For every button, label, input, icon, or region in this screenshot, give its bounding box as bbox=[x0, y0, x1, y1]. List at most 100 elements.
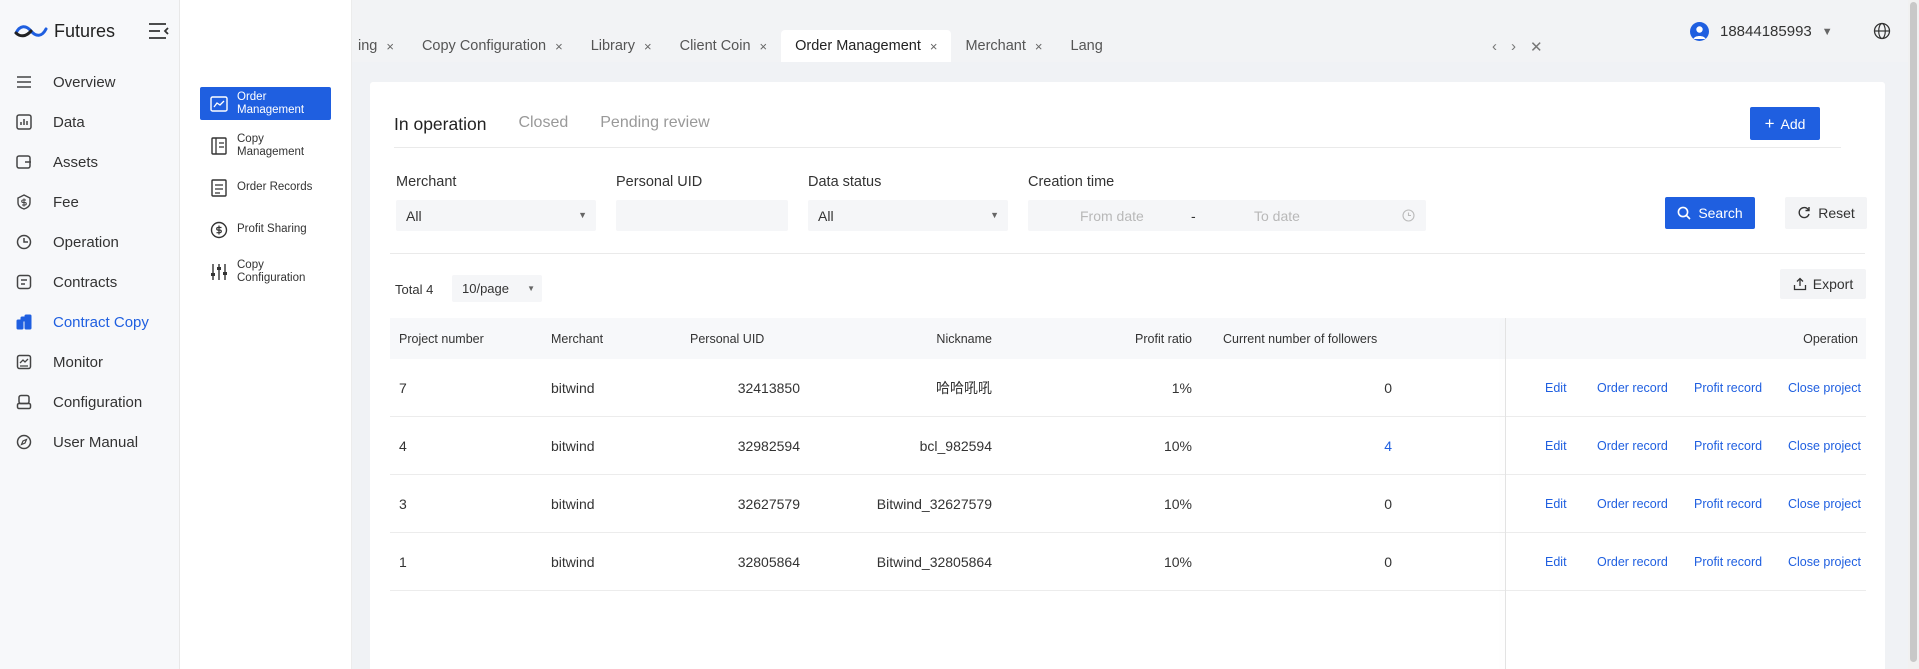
edit-link[interactable]: Edit bbox=[1545, 380, 1567, 395]
scrollbar-thumb[interactable] bbox=[1910, 2, 1917, 662]
search-icon bbox=[1677, 206, 1691, 220]
cell-profit-ratio: 10% bbox=[1163, 495, 1192, 512]
fixed-column-shadow bbox=[1505, 318, 1506, 669]
sidebar-item-data[interactable]: Data bbox=[0, 102, 179, 142]
cell-personal-uid: 32982594 bbox=[737, 437, 800, 454]
cell-followers-link[interactable]: 4 bbox=[1384, 437, 1392, 454]
cell-project-number: 4 bbox=[399, 437, 407, 454]
tab-order-management[interactable]: Order Management × bbox=[781, 30, 952, 62]
monitor-icon bbox=[15, 353, 33, 371]
from-date-input[interactable]: From date bbox=[1080, 207, 1144, 224]
chevron-down-icon: ▼ bbox=[527, 284, 535, 293]
submenu-item-copy-configuration[interactable]: Copy Configuration bbox=[200, 255, 331, 288]
menu-collapse-icon[interactable] bbox=[148, 22, 170, 40]
chevron-left-icon[interactable]: ‹ bbox=[1492, 38, 1497, 55]
close-all-icon[interactable]: ✕ bbox=[1530, 39, 1543, 56]
close-icon[interactable]: × bbox=[386, 38, 394, 54]
avatar bbox=[1690, 22, 1709, 41]
status-tabs: In operation Closed Pending review bbox=[394, 114, 710, 135]
tab-controls: ‹ › ✕ bbox=[1492, 38, 1543, 56]
tab-ing[interactable]: ing × bbox=[352, 30, 408, 62]
close-project-link[interactable]: Close project bbox=[1788, 380, 1861, 395]
tab-label: Copy Configuration bbox=[421, 38, 547, 54]
caret-down-icon: ▼ bbox=[1821, 25, 1833, 38]
close-icon[interactable]: × bbox=[555, 38, 563, 54]
profit-record-link[interactable]: Profit record bbox=[1694, 380, 1763, 395]
page-size-select[interactable]: 10/page ▼ bbox=[452, 275, 542, 302]
globe-icon[interactable] bbox=[1873, 22, 1891, 40]
merchant-label: Merchant bbox=[396, 174, 457, 190]
date-separator: - bbox=[1191, 207, 1196, 224]
sidebar-item-operation[interactable]: Operation bbox=[0, 222, 179, 262]
order-record-link[interactable]: Order record bbox=[1597, 380, 1668, 395]
close-icon[interactable]: × bbox=[644, 38, 652, 54]
submenu-item-order-management[interactable]: Order Management bbox=[200, 87, 331, 120]
sidebar-item-user-manual[interactable]: User Manual bbox=[0, 422, 179, 462]
export-label: Export bbox=[1812, 276, 1854, 292]
sidebar-item-label: Overview bbox=[53, 73, 116, 91]
profit-record-link[interactable]: Profit record bbox=[1694, 496, 1763, 511]
copy-management-icon bbox=[210, 136, 228, 155]
edit-link[interactable]: Edit bbox=[1545, 496, 1567, 511]
close-icon[interactable]: × bbox=[1034, 38, 1043, 54]
cell-personal-uid: 32805864 bbox=[737, 553, 800, 570]
edit-link[interactable]: Edit bbox=[1545, 554, 1567, 569]
order-record-link[interactable]: Order record bbox=[1597, 438, 1668, 453]
tab-lang[interactable]: Lang bbox=[1057, 30, 1117, 62]
header-merchant: Merchant bbox=[551, 331, 604, 346]
tab-pending-review[interactable]: Pending review bbox=[600, 114, 710, 131]
edit-link[interactable]: Edit bbox=[1545, 438, 1567, 453]
cell-profit-ratio: 10% bbox=[1163, 553, 1192, 570]
tab-client-coin[interactable]: Client Coin × bbox=[666, 30, 782, 62]
search-button[interactable]: Search bbox=[1665, 197, 1755, 229]
sidebar-item-contracts[interactable]: Contracts bbox=[0, 262, 179, 302]
search-label: Search bbox=[1698, 205, 1743, 221]
tab-library[interactable]: Library × bbox=[577, 30, 666, 62]
header-nickname: Nickname bbox=[936, 331, 992, 346]
cell-followers: 0 bbox=[1384, 495, 1392, 512]
tab-copy-configuration[interactable]: Copy Configuration × bbox=[408, 30, 577, 62]
submenu-item-profit-sharing[interactable]: Profit Sharing bbox=[200, 213, 331, 246]
uid-input[interactable] bbox=[616, 200, 788, 231]
status-select[interactable]: All ▼ bbox=[808, 200, 1008, 231]
page-scrollbar[interactable] bbox=[1908, 0, 1919, 669]
user-menu[interactable]: 18844185993 ▼ bbox=[1690, 22, 1833, 41]
submenu-item-order-records[interactable]: Order Records bbox=[200, 171, 331, 204]
sidebar-item-label: Contracts bbox=[53, 273, 118, 291]
close-project-link[interactable]: Close project bbox=[1788, 496, 1861, 511]
chevron-right-icon[interactable]: › bbox=[1511, 38, 1516, 55]
order-record-link[interactable]: Order record bbox=[1597, 554, 1668, 569]
tab-in-operation[interactable]: In operation bbox=[394, 114, 487, 134]
order-record-link[interactable]: Order record bbox=[1597, 496, 1668, 511]
submenu-item-copy-management[interactable]: Copy Management bbox=[200, 129, 331, 162]
tab-label: Client Coin bbox=[679, 38, 751, 54]
sidebar-item-assets[interactable]: Assets bbox=[0, 142, 179, 182]
sidebar-item-fee[interactable]: Fee bbox=[0, 182, 179, 222]
close-icon[interactable]: × bbox=[759, 38, 768, 54]
export-button[interactable]: Export bbox=[1780, 269, 1866, 299]
close-project-link[interactable]: Close project bbox=[1788, 554, 1861, 569]
brand: Futures bbox=[0, 0, 179, 62]
submenu-item-label: Profit Sharing bbox=[237, 223, 307, 235]
sidebar-item-contract-copy[interactable]: Contract Copy bbox=[0, 302, 179, 342]
page-tabs: ing × Copy Configuration × Library × Cli… bbox=[352, 30, 1117, 62]
tab-closed[interactable]: Closed bbox=[518, 114, 569, 131]
add-button[interactable]: + Add bbox=[1750, 107, 1820, 140]
close-project-link[interactable]: Close project bbox=[1788, 438, 1861, 453]
cell-personal-uid: 32413850 bbox=[737, 379, 800, 396]
profit-record-link[interactable]: Profit record bbox=[1694, 554, 1763, 569]
merchant-select[interactable]: All ▼ bbox=[396, 200, 596, 231]
close-icon[interactable]: × bbox=[929, 38, 938, 54]
top-bar: ing × Copy Configuration × Library × Cli… bbox=[352, 0, 1919, 62]
sidebar-item-monitor[interactable]: Monitor bbox=[0, 342, 179, 382]
sidebar-item-configuration[interactable]: Configuration bbox=[0, 382, 179, 422]
tab-label: Order Management bbox=[795, 38, 921, 54]
profit-record-link[interactable]: Profit record bbox=[1694, 438, 1763, 453]
cell-nickname: Bitwind_32627579 bbox=[876, 495, 992, 512]
to-date-input[interactable]: To date bbox=[1254, 207, 1300, 224]
cell-profit-ratio: 1% bbox=[1171, 379, 1192, 396]
reset-button[interactable]: Reset bbox=[1785, 197, 1867, 229]
tab-merchant[interactable]: Merchant × bbox=[951, 30, 1056, 62]
sidebar-item-overview[interactable]: Overview bbox=[0, 62, 179, 102]
date-range-picker[interactable]: From date - To date bbox=[1028, 200, 1426, 231]
